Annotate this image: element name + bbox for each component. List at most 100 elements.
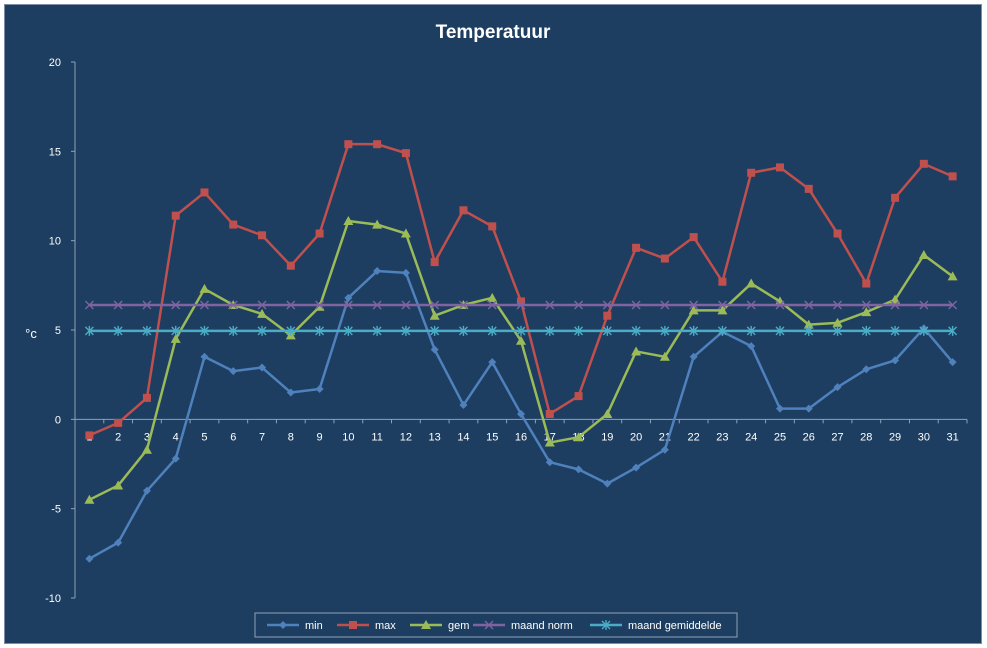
x-tick-label: 7 (259, 431, 265, 443)
x-tick-label: 4 (173, 431, 179, 443)
data-point-max (545, 409, 554, 418)
data-point-min (459, 401, 468, 410)
data-point-gem (746, 278, 757, 288)
data-point-min (401, 268, 410, 277)
data-point-min (315, 384, 324, 393)
data-point-maand-norm (171, 300, 181, 310)
data-point-maand-norm (833, 300, 843, 310)
data-point-max (660, 254, 669, 263)
data-point-maand-norm (343, 300, 353, 310)
series-gem (84, 216, 958, 504)
data-point-maand-norm (746, 300, 756, 310)
x-tick-label: 16 (515, 431, 527, 443)
x-tick-label: 27 (831, 431, 843, 443)
data-point-maand-gemiddelde (545, 325, 555, 336)
legend-marker-min (279, 621, 287, 629)
data-point-gem (113, 480, 124, 490)
series-group (84, 140, 958, 563)
x-tick-label: 2 (115, 431, 121, 443)
x-tick-label: 20 (630, 431, 642, 443)
data-point-max (718, 277, 727, 286)
data-point-maand-norm (113, 300, 123, 310)
data-point-max (459, 206, 468, 215)
series-min (85, 267, 957, 563)
data-point-max (775, 163, 784, 172)
data-point-maand-gemiddelde (199, 325, 209, 336)
data-point-min (373, 267, 382, 276)
legend: min max gem maand norm maand gemiddelde (254, 612, 738, 638)
data-point-maand-gemiddelde (142, 325, 152, 336)
data-point-max (804, 184, 813, 193)
data-point-maand-norm (199, 300, 209, 310)
x-tick-label: 3 (144, 431, 150, 443)
data-point-max (689, 233, 698, 242)
data-point-maand-norm (315, 300, 325, 310)
y-tick-label: 15 (49, 146, 61, 158)
x-tick-label: 9 (317, 431, 323, 443)
data-point-maand-gemiddelde (861, 325, 871, 336)
x-tick-label: 10 (342, 431, 354, 443)
x-axis: 1234567891011121314151617181920212223242… (74, 418, 968, 443)
data-point-min (632, 463, 641, 472)
data-point-maand-norm (948, 300, 958, 310)
data-point-max (632, 243, 641, 252)
data-point-gem (314, 301, 325, 311)
series-max (85, 140, 957, 440)
x-tick-label: 5 (201, 431, 207, 443)
data-point-max (258, 231, 267, 240)
data-point-max (833, 229, 842, 238)
data-point-min (574, 465, 583, 474)
chart-title: Temperatuur (436, 22, 551, 43)
data-point-gem (717, 305, 728, 315)
data-point-maand-gemiddelde (286, 325, 296, 336)
y-tick-label: 0 (55, 414, 61, 426)
data-point-min (804, 404, 813, 413)
data-point-max (603, 311, 612, 320)
data-point-maand-gemiddelde (574, 325, 584, 336)
data-point-gem (372, 219, 383, 229)
data-point-maand-norm (401, 300, 411, 310)
data-point-maand-norm (142, 300, 152, 310)
data-point-min (114, 538, 123, 547)
legend-label-gem: gem (448, 620, 469, 632)
data-point-gem (947, 271, 958, 281)
data-point-maand-gemiddelde (372, 325, 382, 336)
legend-label-maand-norm: maand norm (511, 620, 573, 632)
data-point-maand-gemiddelde (660, 325, 670, 336)
data-point-maand-gemiddelde (717, 325, 727, 336)
series-maand-norm (84, 300, 958, 310)
data-point-maand-norm (660, 300, 670, 310)
data-point-maand-norm (516, 300, 526, 310)
data-point-gem (141, 444, 152, 454)
chart-frame: Temperatuur °c -10 -5 0 5 10 15 20 12 3 4 5 6 7 8 9 10… (4, 4, 982, 644)
data-point-max (200, 188, 209, 197)
x-tick-label: 11 (371, 431, 382, 443)
data-point-max (517, 297, 525, 306)
data-point-gem (688, 305, 699, 315)
data-point-maand-gemiddelde (430, 325, 440, 336)
data-point-max (948, 172, 957, 181)
x-tick-label: 22 (688, 431, 700, 443)
data-point-maand-gemiddelde (487, 325, 497, 336)
x-tick-label: 28 (860, 431, 872, 443)
data-point-max (862, 279, 871, 288)
data-point-max (488, 222, 497, 231)
data-point-gem (659, 351, 670, 361)
y-tick-label: 5 (55, 325, 61, 337)
data-point-maand-gemiddelde (775, 325, 785, 336)
data-point-maand-norm (602, 300, 612, 310)
data-point-maand-norm (545, 300, 555, 310)
data-point-maand-norm (775, 300, 785, 310)
data-point-maand-gemiddelde (804, 325, 814, 336)
data-point-gem (918, 249, 929, 259)
data-point-min (85, 554, 94, 563)
data-point-maand-gemiddelde (890, 325, 900, 336)
series-line-max (88, 142, 954, 437)
data-point-min (660, 445, 669, 454)
x-tick-label: 19 (601, 431, 613, 443)
x-tick-label: 29 (889, 431, 901, 443)
data-point-min (142, 486, 151, 495)
legend-marker-maand-gemiddelde (601, 620, 611, 630)
x-tick-label: 30 (918, 431, 930, 443)
data-point-maand-gemiddelde (746, 325, 756, 336)
